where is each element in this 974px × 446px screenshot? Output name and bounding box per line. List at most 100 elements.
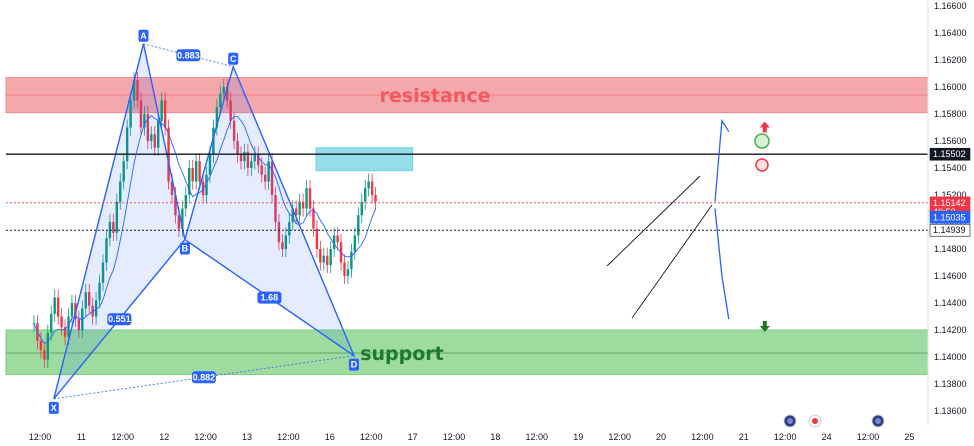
candle (301, 193, 305, 217)
zones-layer: resistance support (5, 77, 929, 376)
candle (88, 284, 91, 314)
candle-body (367, 181, 370, 189)
candle-body (143, 114, 146, 128)
candle (157, 112, 160, 156)
candle (326, 247, 329, 274)
candle (308, 180, 312, 217)
candle (136, 72, 139, 109)
candle (184, 186, 187, 217)
scenario-up-path (714, 118, 730, 202)
candle-body (346, 269, 350, 276)
candle (60, 308, 63, 336)
candle-body (343, 262, 346, 276)
candle-body (298, 201, 301, 216)
x-tick-label: 12:00 (360, 432, 383, 442)
point-c-badge (228, 52, 239, 65)
x-tick-label: 11 (77, 432, 86, 442)
price-badge-value: 1.15502 (933, 149, 966, 159)
candle (329, 240, 332, 274)
x-tick-label: 16 (325, 432, 335, 442)
candle-body (98, 282, 101, 301)
candle-body (108, 222, 112, 239)
candle-body (215, 107, 219, 128)
candle-body (184, 195, 187, 209)
candle (146, 105, 150, 150)
y-tick-label: 1.15600 (934, 136, 967, 146)
candle (98, 274, 101, 309)
candle-body (336, 235, 339, 243)
candle (150, 126, 153, 150)
point-d-badge (348, 358, 359, 371)
x-tick-label: 12:00 (691, 432, 714, 442)
point-a-label: A (140, 31, 147, 41)
scenario-up-arrow-icon (759, 121, 770, 133)
candle (108, 213, 112, 247)
candle (132, 72, 136, 109)
candle (63, 319, 67, 345)
candle-body (39, 340, 43, 351)
x-tick-label: 13 (242, 432, 252, 442)
x-tick-label: 12 (159, 432, 169, 442)
candle (53, 289, 56, 322)
candle-body (194, 161, 198, 182)
candle (319, 240, 322, 271)
candle (194, 153, 198, 190)
point-b-badge (179, 242, 190, 255)
zone-target (315, 147, 414, 172)
candle (364, 180, 367, 210)
candle-body (139, 100, 143, 128)
candle (243, 143, 246, 170)
candle (50, 305, 53, 341)
x-tick-label: 12:00 (608, 432, 631, 442)
candle-body (374, 195, 377, 202)
candle-body (315, 228, 319, 249)
x-tick-label: 12:00 (857, 432, 880, 442)
candle-body (257, 154, 260, 166)
candle (163, 92, 167, 136)
ratio-label: 0.883 (177, 50, 200, 60)
price-badge-value: 1.15142 (933, 198, 966, 208)
candle (257, 146, 260, 174)
point-x-badge (48, 401, 59, 414)
candle (70, 294, 74, 325)
candle (212, 119, 215, 163)
candle-body (201, 181, 205, 195)
candle (129, 92, 132, 136)
economic-event-icon-dot (875, 418, 881, 424)
candle (115, 193, 118, 241)
candle (236, 132, 239, 163)
candle-body (232, 120, 236, 141)
candle (350, 243, 353, 278)
candle (205, 166, 208, 204)
candle (94, 292, 98, 325)
candle-body (329, 249, 332, 266)
candle-body (263, 174, 267, 182)
ac-line (143, 43, 234, 68)
candle (43, 342, 46, 368)
ratio-badge (191, 371, 216, 384)
ratio-label: 0.882 (193, 372, 216, 382)
candle-body (322, 255, 325, 263)
candle-body (332, 235, 336, 249)
candle (229, 92, 232, 129)
point-a-badge (138, 29, 149, 42)
price-badge-value: 1.15035 (933, 212, 966, 222)
y-tick-label: 1.14600 (934, 271, 967, 281)
candle-body (77, 319, 81, 330)
candle-body (270, 161, 274, 195)
candle (125, 119, 129, 170)
candle-body (219, 93, 222, 108)
candle-body (125, 127, 129, 162)
candle-body (364, 188, 367, 202)
candle-body (150, 134, 153, 141)
zone-resistance-label: resistance (380, 85, 491, 107)
candle (274, 186, 277, 231)
price-badge (929, 147, 971, 161)
candle-body (291, 208, 294, 222)
point-b-label: B (182, 244, 189, 254)
candle (39, 332, 43, 359)
scenario-down-arrow-icon (759, 320, 770, 332)
candle (201, 173, 205, 204)
